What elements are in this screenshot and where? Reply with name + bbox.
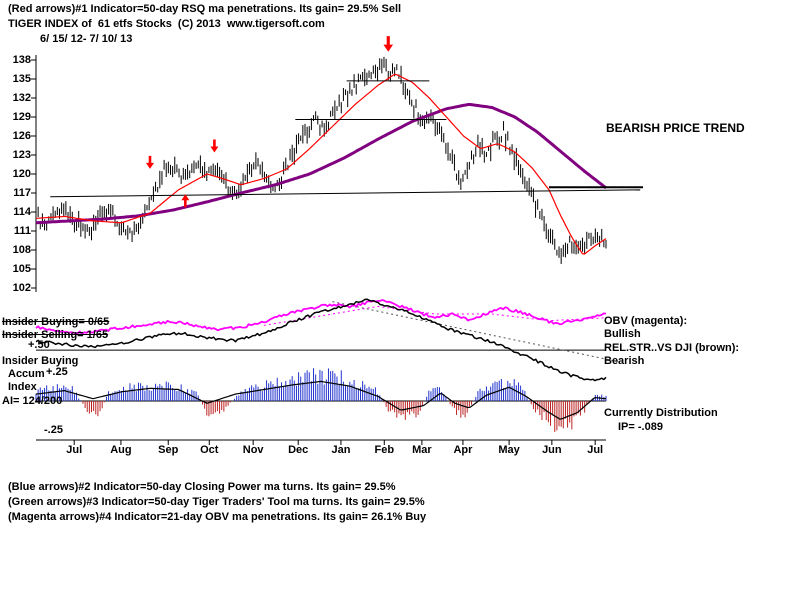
page-title: TIGER INDEX of 61 etfs Stocks (C) 2013 w…: [8, 18, 325, 30]
y-axis-label: 129: [12, 111, 31, 123]
insider-buying-count: Insider Buying= 0/65: [2, 316, 110, 328]
date-range: 6/ 15/ 12- 7/ 10/ 13: [40, 33, 133, 45]
header-indicator1-line: (Red arrows)#1 Indicator=50-day RSQ ma p…: [8, 3, 402, 15]
footer-indicator4-line: (Magenta arrows)#4 Indicator=21-day OBV …: [8, 511, 427, 523]
month-label: Aug: [110, 444, 132, 456]
accum-label: Accum: [8, 368, 45, 380]
insider-buying-label: Insider Buying: [2, 355, 79, 367]
scale-plus25-label: +.25: [46, 366, 68, 378]
obv-legend-label: OBV (magenta):: [604, 315, 688, 327]
month-label: Jun: [542, 444, 562, 456]
y-axis-label: 132: [12, 92, 31, 104]
month-label: May: [498, 444, 520, 456]
insider-selling-count: Insider Selling= 1/65: [2, 329, 109, 341]
month-label: Nov: [242, 444, 264, 456]
bearish-trend-label: BEARISH PRICE TREND: [606, 121, 745, 135]
relstr-status: Bearish: [604, 355, 645, 367]
month-label: Sep: [158, 444, 179, 456]
month-label: Feb: [374, 444, 395, 456]
obv-status: Bullish: [604, 328, 641, 340]
distribution-status: Currently Distribution: [604, 407, 718, 419]
index-label: Index: [8, 381, 37, 393]
scale-plus50-label: +.50: [28, 339, 50, 351]
month-label: Jan: [331, 444, 351, 456]
y-axis-label: 123: [12, 149, 31, 161]
footer-indicator3-line: (Green arrows)#3 Indicator=50-day Tiger …: [8, 496, 425, 508]
y-axis-label: 135: [12, 73, 31, 85]
relstr-legend-label: REL.STR..VS DJI (brown):: [604, 342, 740, 354]
month-label: Jul: [587, 444, 604, 456]
y-axis-label: 120: [12, 168, 31, 180]
month-label: Apr: [453, 444, 473, 456]
scale-minus25-label: -.25: [44, 424, 63, 436]
y-axis-label: 102: [12, 282, 31, 294]
y-axis-label: 111: [13, 225, 31, 237]
month-label: Mar: [412, 444, 432, 456]
month-label: Oct: [200, 444, 219, 456]
y-axis-label: 108: [12, 244, 31, 256]
y-axis-label: 117: [13, 187, 31, 199]
month-label: Dec: [288, 444, 309, 456]
footer-indicator2-line: (Blue arrows)#2 Indicator=50-day Closing…: [8, 481, 396, 493]
y-axis-label: 138: [12, 54, 31, 66]
ip-value: IP= -.089: [618, 421, 663, 433]
month-label: Jul: [66, 444, 83, 456]
ai-value: AI= 124/200: [2, 395, 63, 407]
y-axis-label: 126: [12, 130, 31, 142]
y-axis-label: 105: [12, 263, 31, 275]
y-axis-label: 114: [13, 206, 31, 218]
